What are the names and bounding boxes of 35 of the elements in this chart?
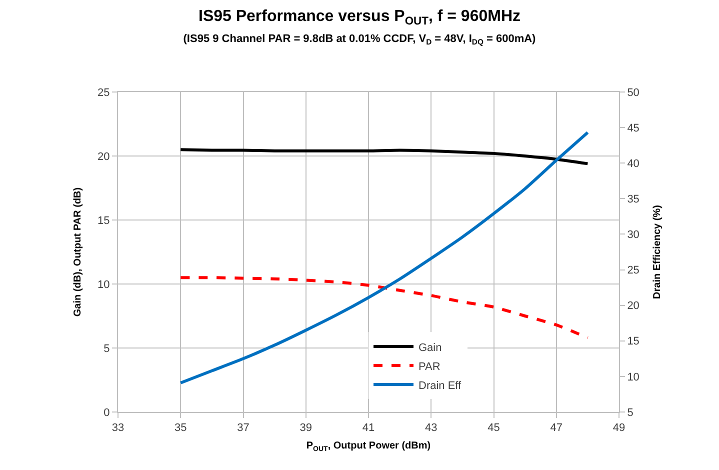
line-series (179, 276, 590, 340)
x-tick-label: 39 (300, 422, 312, 434)
y-tick-label: 25 (98, 86, 110, 99)
y2-tick-label: 10 (627, 371, 640, 384)
y2-tick-label: 45 (627, 122, 640, 134)
chart-title: IS95 Performance versus P$_{OUT}$, f = 960MHz (198, 8, 520, 28)
x-axis-title: P$_{OUT}$, Output Power (dBm) (306, 440, 431, 453)
y-tick-label: 0 (104, 406, 110, 419)
y2-tick-label: 5 (627, 406, 634, 419)
x-tick-label: 37 (237, 422, 250, 434)
y2-tick-label: 35 (627, 194, 640, 206)
x-tick-label: 49 (612, 422, 626, 434)
y2-tick-label: 30 (627, 229, 640, 242)
legend-label: Gain (418, 342, 442, 354)
y2-tick-label: 50 (627, 86, 640, 99)
x-tick-label: 47 (550, 422, 563, 434)
y2-tick-label: 15 (627, 336, 640, 348)
x-tick-label: 45 (488, 422, 500, 434)
y-axis-title: Gain (dB), Output PAR (dB) (72, 187, 84, 317)
y-tick-label: 15 (98, 214, 110, 227)
x-tick-label: 33 (112, 422, 124, 434)
legend-label: PAR (418, 360, 440, 373)
y2-tick-label: 20 (627, 300, 640, 312)
y-tick-label: 20 (98, 150, 110, 163)
line-series (179, 148, 590, 166)
x-tick-label: 41 (362, 422, 375, 434)
x-tick-label: 35 (174, 422, 187, 434)
y-tick-label: 10 (98, 278, 110, 291)
x-tick-label: 43 (425, 422, 438, 434)
legend-label: Drain Eff (418, 380, 462, 392)
y2-tick-label: 40 (627, 158, 640, 170)
chart-subtitle: (IS95 9 Channel PAR = 9.8dB at 0.01% CCDF, V$_{D}$ = 48V, I$_{DQ}$ = 600mA) (183, 32, 536, 46)
y2-tick-label: 25 (627, 264, 640, 277)
y-tick-label: 5 (104, 342, 110, 355)
y2-axis-title: Drain Efficiency (%) (652, 205, 663, 299)
